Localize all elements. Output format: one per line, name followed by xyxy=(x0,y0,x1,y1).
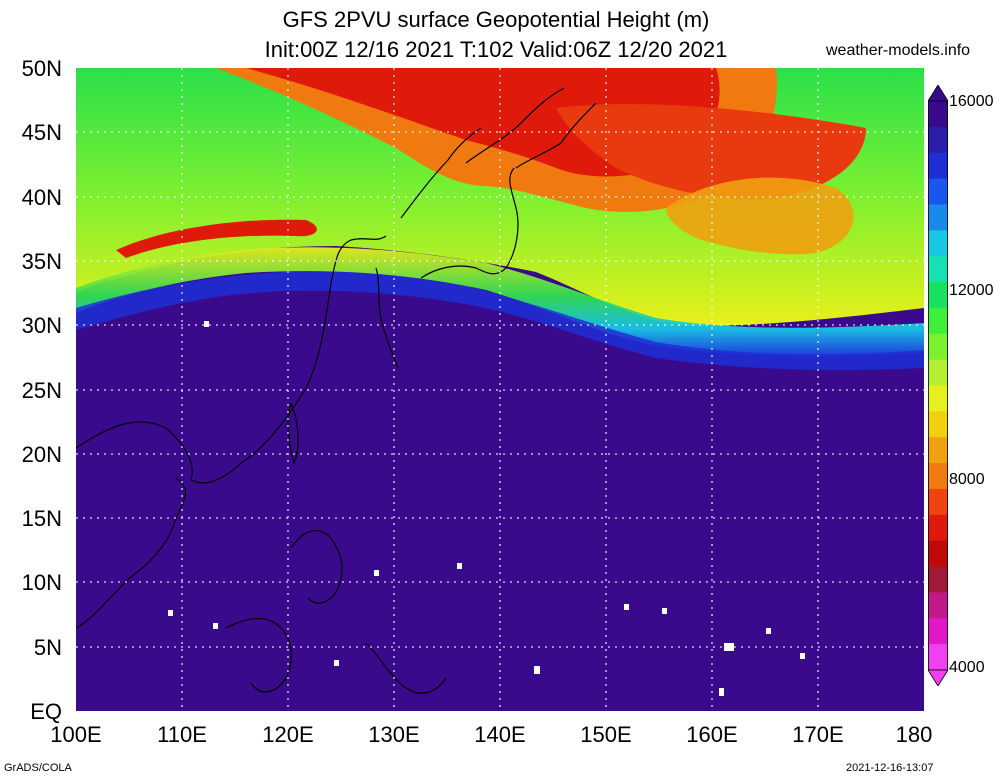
lat-label: 50N xyxy=(21,56,62,81)
colorbar-cell xyxy=(928,540,948,568)
lon-label: 160E xyxy=(686,722,738,747)
footer-credit: GrADS/COLA xyxy=(4,762,72,774)
colorbar-cell xyxy=(928,592,948,619)
lon-label: 120E xyxy=(262,722,314,747)
graticule xyxy=(76,68,924,711)
lon-label: 150E xyxy=(580,722,632,747)
colorbar-cell xyxy=(928,437,948,464)
lat-label: 35N xyxy=(21,249,62,274)
lon-label: 130E xyxy=(368,722,420,747)
colorbar-cell xyxy=(928,514,948,542)
lat-label: 15N xyxy=(21,506,62,531)
colorbar-cell xyxy=(928,152,948,180)
colorbar-cell xyxy=(928,307,948,335)
coastlines xyxy=(76,87,597,694)
trough-east-red xyxy=(556,104,866,199)
noise-specks xyxy=(168,321,805,696)
blue-fringe xyxy=(76,271,924,370)
colorbar-cell xyxy=(928,126,948,154)
map-subtitle: Init:00Z 12/16 2021 T:102 Valid:06Z 12/2… xyxy=(264,37,728,62)
lat-label: 5N xyxy=(33,635,62,660)
colorbar-cell xyxy=(928,618,948,645)
colorbar-cell xyxy=(928,256,948,283)
colorbar-top-arrow xyxy=(928,85,948,102)
west-red-streak xyxy=(116,219,317,258)
footer-timestamp: 2021-12-16-13:07 xyxy=(846,762,934,774)
lat-label: 30N xyxy=(21,313,62,338)
lat-label: 10N xyxy=(21,570,62,595)
colorbar-cell xyxy=(928,204,948,231)
colorbar-label: 16000 xyxy=(949,93,994,110)
map-title: GFS 2PVU surface Geopotential Height (m) xyxy=(282,7,710,32)
colorbar-cell xyxy=(928,282,948,309)
lon-label: 100E xyxy=(50,722,102,747)
colorbar-cell xyxy=(928,230,948,257)
colorbar-label: 12000 xyxy=(949,282,994,299)
colorbar-cell xyxy=(928,178,948,205)
lon-label: 110E xyxy=(157,722,207,747)
colorbar-cell xyxy=(928,333,948,361)
lat-label: 40N xyxy=(21,185,62,210)
colorbar-cell xyxy=(928,385,948,412)
colorbar-cell xyxy=(928,488,948,516)
site-credit: weather-models.info xyxy=(826,42,971,59)
lon-label: 140E xyxy=(474,722,526,747)
map-plot-area xyxy=(76,68,924,711)
colorbar-label: 8000 xyxy=(949,471,985,488)
colorbar-label: 4000 xyxy=(949,659,985,676)
colorbar xyxy=(928,85,948,686)
lat-label: EQ xyxy=(30,699,62,724)
lon-label: 180 xyxy=(895,722,933,747)
lat-label: 45N xyxy=(21,120,62,145)
colorbar-bottom-arrow xyxy=(928,669,948,686)
lon-label: 170E xyxy=(792,722,844,747)
colorbar-cell xyxy=(928,359,948,386)
colorbar-cell xyxy=(928,566,948,593)
east-swirl xyxy=(666,177,854,255)
lat-label: 20N xyxy=(21,442,62,467)
colorbar-cell xyxy=(928,411,948,438)
colorbar-cell xyxy=(928,644,948,671)
lat-label: 25N xyxy=(21,378,62,403)
colorbar-cell xyxy=(928,463,948,490)
colorbar-cell xyxy=(928,101,948,128)
